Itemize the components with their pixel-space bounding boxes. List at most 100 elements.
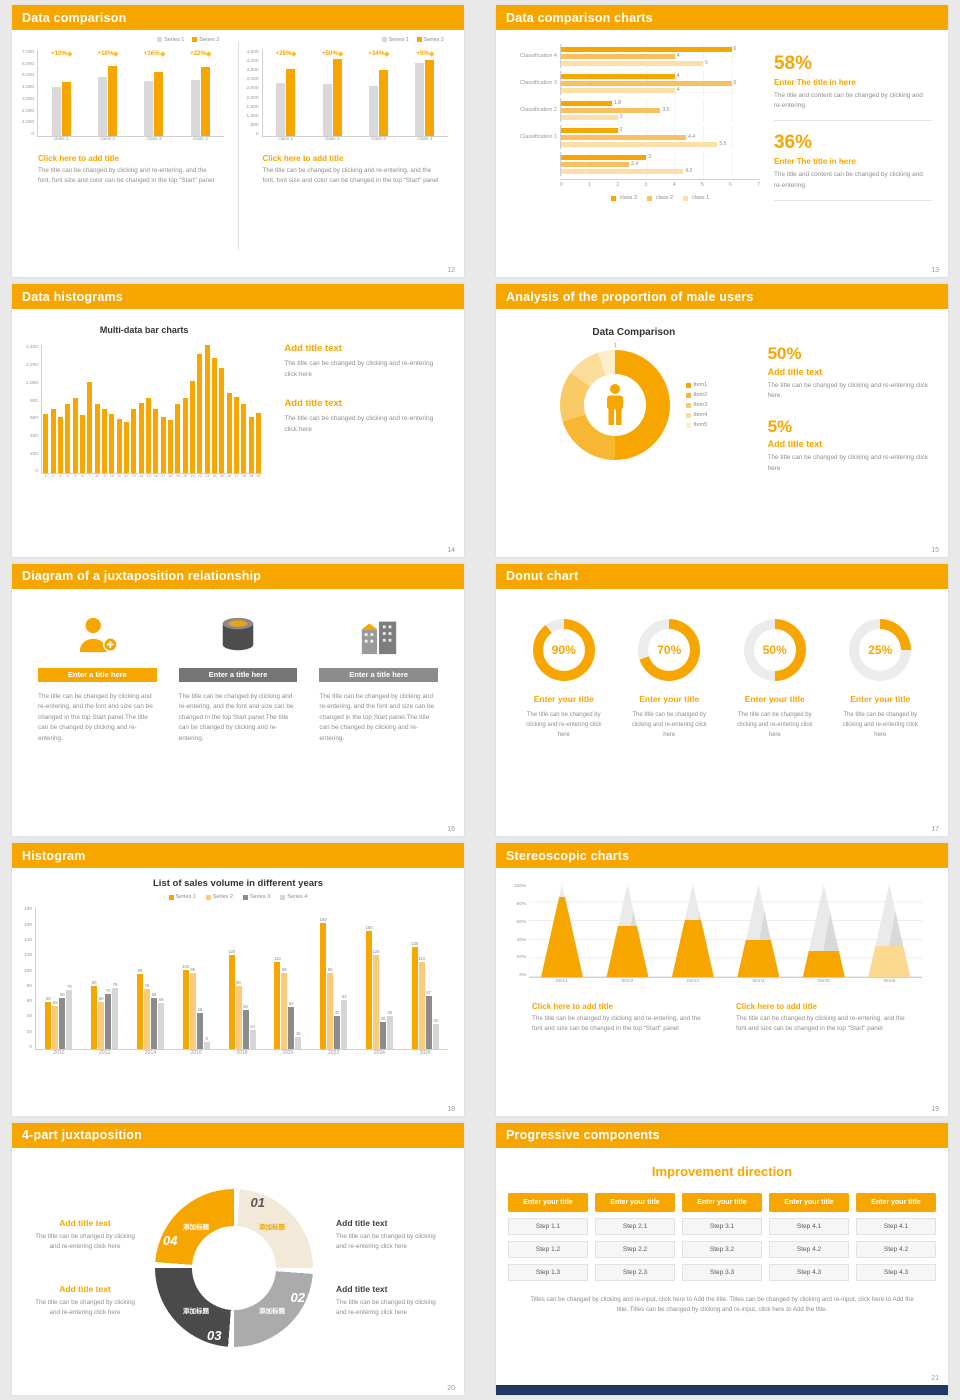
bar (65, 345, 71, 474)
caption: Click here to add title The title can be… (18, 146, 234, 186)
bar-group: 5 (71, 345, 78, 478)
stat-body: The title can be changed by clicking and… (767, 454, 929, 472)
bar-stack: 1.8 3.5 2 (560, 98, 760, 122)
building-icon (358, 611, 400, 659)
ring-panel: 25% Enter your title The title can be ch… (833, 618, 929, 826)
x-tick-label: 28 (241, 474, 246, 479)
burst-icon (291, 50, 297, 56)
y-tick-label: 3,000 (246, 77, 259, 83)
bar-group: 22 (196, 345, 203, 478)
enter-title-button: Enter your title (682, 1192, 762, 1212)
slide-16-juxtaposition-diagram[interactable]: Diagram of a juxtaposition relationship … (12, 563, 464, 837)
slide-17-donut-chart[interactable]: Donut chart 90% Enter your title The tit… (496, 563, 948, 837)
slide-15-male-users-proportion[interactable]: Analysis of the proportion of male users… (496, 284, 948, 557)
bar-value-label: 80 (91, 980, 97, 986)
bar: 80 (235, 907, 242, 1050)
slide-21-progressive-components[interactable]: Progressive components Improvement direc… (496, 1122, 948, 1395)
bar-line: 5 (561, 60, 760, 66)
bar-fill (219, 368, 225, 474)
bar: 95 (136, 907, 143, 1050)
x-tick-label: 2026 (419, 1050, 431, 1057)
x-tick-label: 25 (219, 474, 224, 479)
slide-header: Donut chart (496, 563, 948, 589)
slide-19-stereoscopic-charts[interactable]: Stereoscopic charts 100% 80% 60% 40% 20% 0% It… (496, 843, 948, 1116)
ring-hole: 25% (859, 628, 902, 671)
bar-value-label: 96 (281, 967, 287, 973)
bar-value-label: 110 (273, 956, 281, 962)
steps-grid: Enter your title Step 1.1 Step 1.2 Step … (496, 1192, 948, 1281)
block-title: Add title text (336, 1284, 388, 1295)
bar-fill (322, 84, 332, 136)
chart-title: Multi-data bar charts (99, 325, 189, 336)
slide-title: 4-part juxtaposition (22, 1128, 142, 1143)
bar-group: 80 60 70 78 2012 (82, 907, 128, 1056)
page-number: 16 (447, 826, 455, 834)
segment-label: 添加标题 (259, 1224, 285, 1232)
stat-body: The title and content can be changed by … (773, 171, 923, 189)
y-tick-label: 2,000 (22, 108, 35, 114)
text-column-right: Add title text The title can be changed … (328, 1218, 446, 1318)
bar-fill (91, 986, 98, 1050)
slide-title: Data comparison charts (506, 10, 653, 25)
block-title: Add title text (59, 1284, 111, 1295)
bar: 24 (249, 907, 256, 1050)
bar (190, 345, 196, 474)
donut-ring: 50% (743, 618, 806, 681)
bar (168, 345, 174, 474)
bar-fill (144, 80, 154, 136)
page-number: 20 (447, 1384, 455, 1392)
bar-value-label: 78 (112, 981, 118, 987)
growth-label: +22% (177, 50, 223, 57)
legend-swatch (205, 894, 211, 900)
slide-18-histogram[interactable]: Histogram List of sales volume in differ… (12, 843, 464, 1116)
bar-group: +22% class 4 (177, 50, 223, 142)
x-tick-label: class 1 (278, 137, 294, 142)
bar-fill (228, 954, 235, 1050)
caption-body: The title can be changed by clicking and… (38, 167, 215, 184)
bar-fill (226, 392, 232, 474)
title-bar-label: Enter a title here (67, 670, 127, 680)
bar (144, 50, 154, 136)
bar-fill (286, 69, 296, 136)
bar (87, 345, 93, 474)
legend-item: Series 1 (168, 894, 196, 900)
bar (561, 100, 613, 106)
x-tick-label: 2010 (53, 1050, 65, 1057)
ring-percentage: 50% (762, 642, 787, 657)
bar (190, 50, 200, 136)
pyramid (606, 884, 649, 978)
bar (561, 168, 684, 174)
slide-12-data-comparison[interactable]: Data comparison Series 1 Series 2 7,000 6… (12, 5, 464, 278)
pyramid-fill (737, 940, 780, 978)
bar (561, 161, 630, 167)
row-label: Classification 3 (520, 80, 557, 86)
bar-value-label: 32 (433, 1017, 439, 1023)
burst-icon (338, 50, 344, 56)
bar (200, 50, 210, 136)
slide-title: Data comparison (22, 10, 127, 25)
stat-block: 36% Enter The title in here The title an… (773, 132, 932, 201)
legend-swatch (646, 195, 652, 201)
bar (116, 345, 122, 474)
slide-14-data-histograms[interactable]: Data histograms Multi-data bar charts 1,… (12, 284, 464, 557)
legend-label: class 1 (692, 195, 710, 201)
bar-value-label: 1.8 (614, 100, 622, 106)
x-tick-label: 16 (153, 474, 158, 479)
x-tick-label: Item2 (621, 979, 634, 985)
bar-fill (109, 413, 115, 474)
bar-fill (204, 345, 210, 474)
title-bar-label: Enter a title here (208, 670, 268, 680)
bar (368, 50, 378, 136)
title-bar: Enter a title here (38, 667, 157, 682)
bar-fill (175, 403, 181, 474)
slide-20-4-part-juxtaposition[interactable]: 4-part juxtaposition Add title text The … (12, 1122, 464, 1395)
bar (561, 46, 732, 52)
bar (226, 345, 232, 474)
bar-group: 24 (211, 345, 218, 478)
bar-line: 4.4 (561, 134, 760, 140)
bar-fill (332, 58, 342, 136)
bar-line: 2 (561, 114, 760, 120)
y-axis: 180 160 140 120 100 80 60 40 20 0 (24, 907, 35, 1050)
bar-fill (108, 65, 118, 136)
